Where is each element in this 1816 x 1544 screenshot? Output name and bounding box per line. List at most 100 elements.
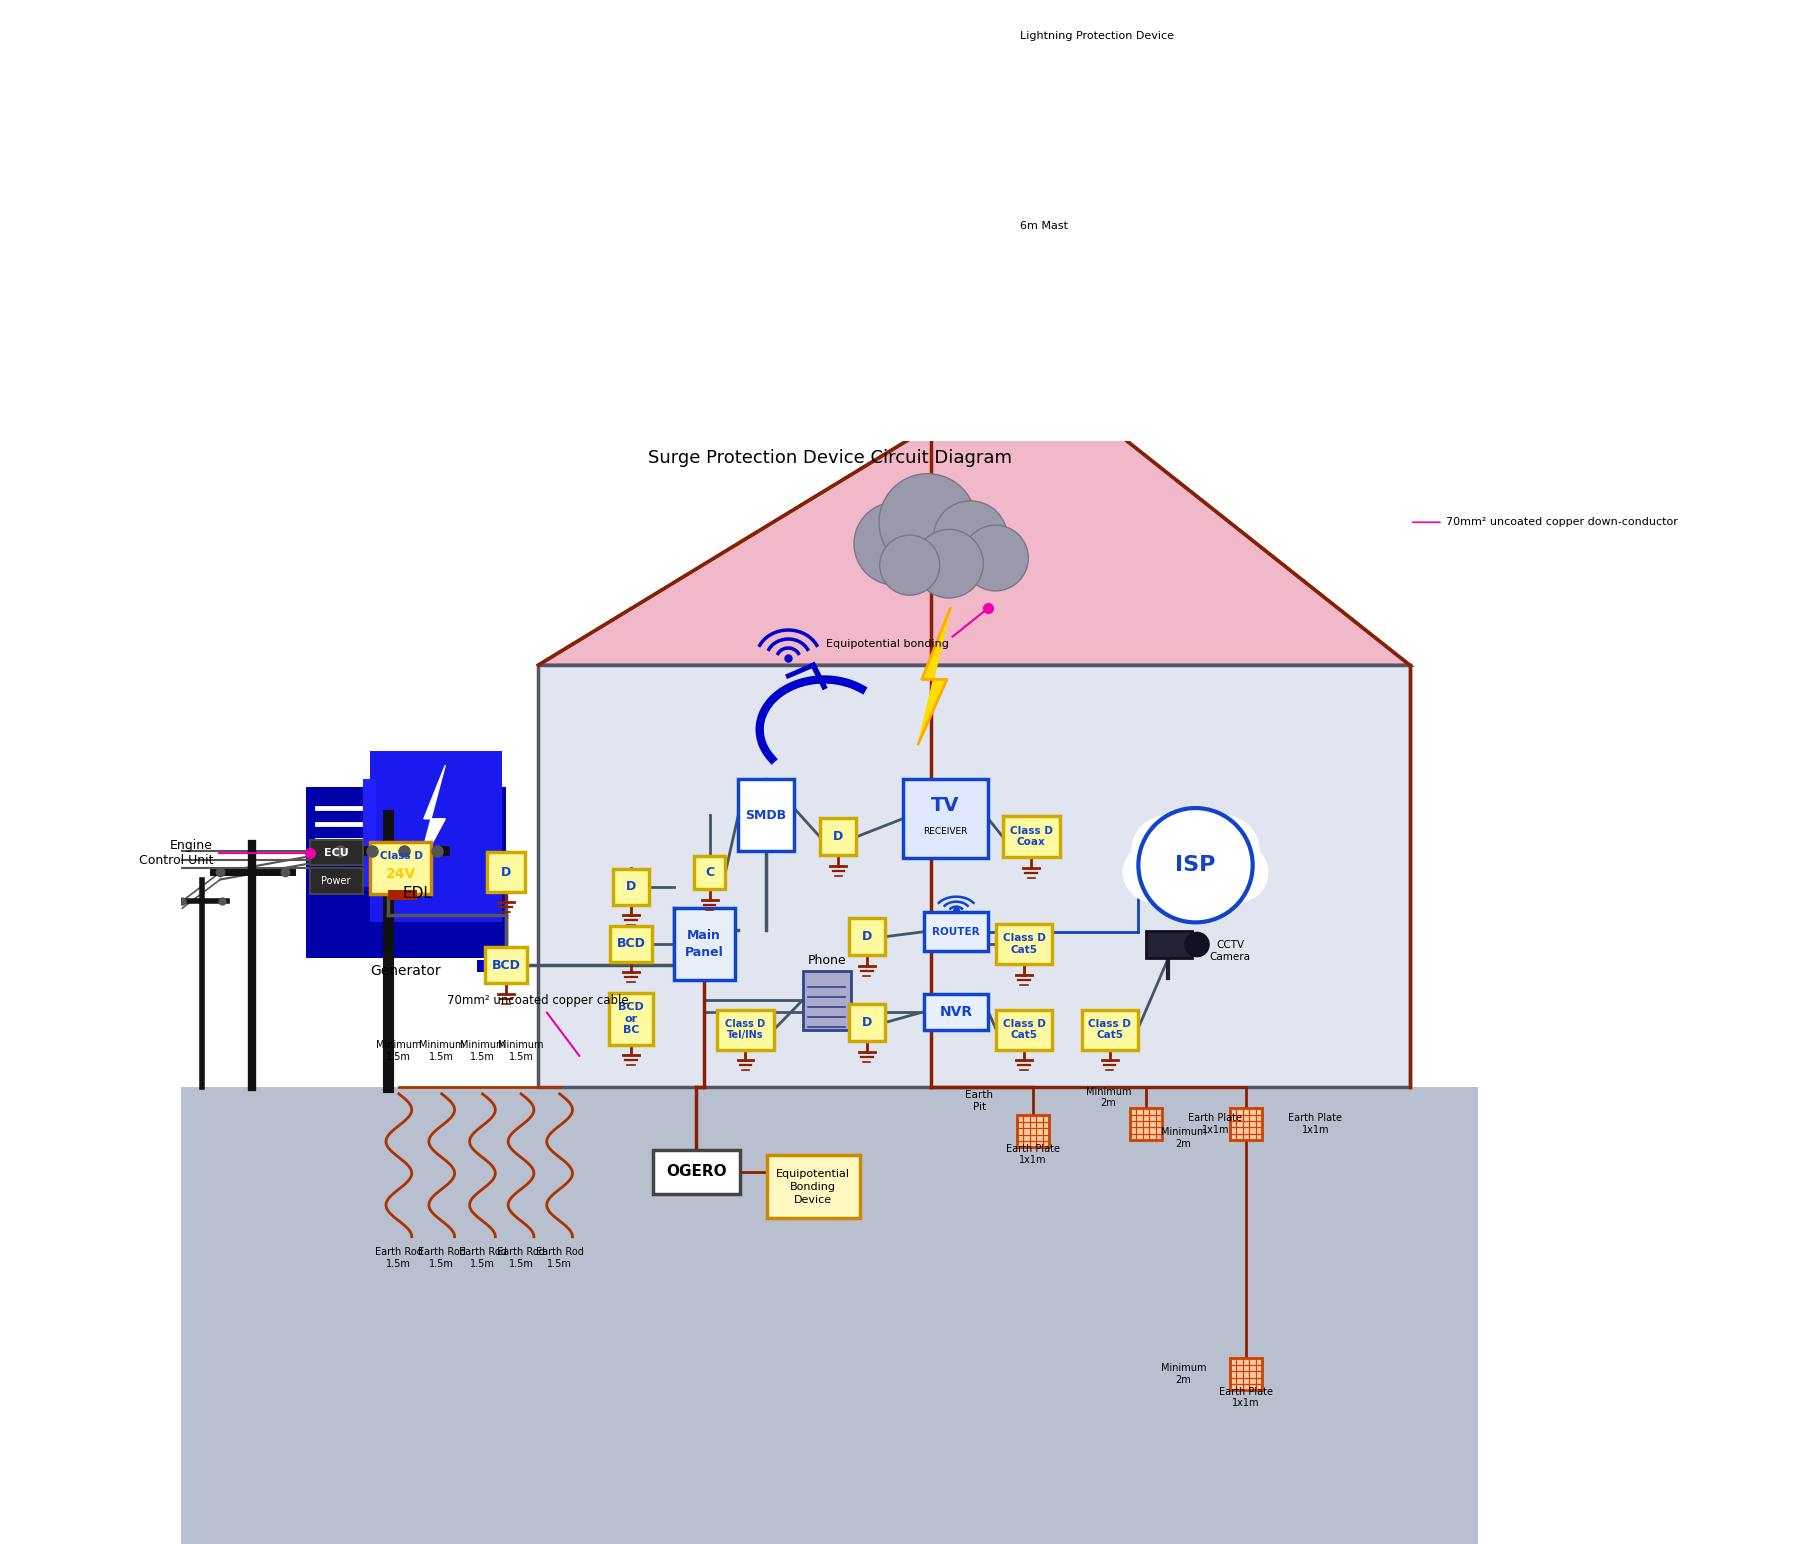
Bar xyxy=(478,959,507,973)
Text: Earth Plate
1x1m: Earth Plate 1x1m xyxy=(1288,1113,1342,1135)
Text: 70mm² uncoated copper cable: 70mm² uncoated copper cable xyxy=(447,994,628,1056)
Text: ECU: ECU xyxy=(323,848,349,858)
Text: Minimum
2m: Minimum 2m xyxy=(1160,1127,1206,1149)
Text: ISP: ISP xyxy=(1175,855,1215,875)
Text: Minimum
2m: Minimum 2m xyxy=(1086,1087,1131,1109)
Text: 70mm² uncoated copper down-conductor: 70mm² uncoated copper down-conductor xyxy=(1413,517,1678,527)
Text: Panel: Panel xyxy=(685,946,723,959)
Polygon shape xyxy=(919,608,950,744)
Text: D: D xyxy=(863,1016,872,1028)
Circle shape xyxy=(1160,848,1231,919)
Text: Equipotential bonding: Equipotential bonding xyxy=(826,639,950,648)
Text: Engine
Control Unit: Engine Control Unit xyxy=(138,838,307,868)
Text: Equipotential: Equipotential xyxy=(775,1169,850,1180)
Circle shape xyxy=(879,536,939,594)
Text: Class D: Class D xyxy=(380,851,423,862)
Bar xyxy=(1017,1115,1050,1147)
Text: Phone: Phone xyxy=(808,954,846,968)
Polygon shape xyxy=(538,364,1409,665)
Bar xyxy=(903,780,988,858)
Text: Surge Protection Device Circuit Diagram: Surge Protection Device Circuit Diagram xyxy=(648,449,1012,466)
Text: CCTV
Camera: CCTV Camera xyxy=(1209,940,1251,962)
Circle shape xyxy=(1188,815,1260,886)
Bar xyxy=(363,780,376,886)
Text: Class D
Tel/INs: Class D Tel/INs xyxy=(725,1019,766,1041)
Bar xyxy=(305,786,507,959)
Bar xyxy=(652,1150,739,1194)
Text: D: D xyxy=(863,929,872,943)
Bar xyxy=(803,971,852,1030)
Bar xyxy=(717,1010,774,1050)
Bar xyxy=(1002,815,1061,857)
Text: Earth
Pit: Earth Pit xyxy=(966,1090,993,1112)
Bar xyxy=(608,993,654,1045)
Text: Earth Plate
1x1m: Earth Plate 1x1m xyxy=(1006,1144,1059,1166)
Bar xyxy=(997,923,1051,963)
Bar xyxy=(924,911,988,951)
Bar xyxy=(182,1087,1478,1544)
Text: Minimum
1.5m: Minimum 1.5m xyxy=(459,1041,505,1062)
Circle shape xyxy=(1186,933,1208,956)
Circle shape xyxy=(1139,808,1253,922)
Text: SMDB: SMDB xyxy=(746,809,786,821)
Circle shape xyxy=(933,500,1008,576)
Bar xyxy=(924,994,988,1030)
Bar xyxy=(766,1155,859,1218)
Bar xyxy=(370,843,430,894)
Polygon shape xyxy=(416,766,445,872)
Text: Bonding: Bonding xyxy=(790,1181,835,1192)
Bar xyxy=(309,868,363,894)
Bar xyxy=(694,855,725,889)
Bar xyxy=(485,948,527,984)
Bar xyxy=(1130,1109,1162,1141)
Text: Class D
Cat5: Class D Cat5 xyxy=(1002,933,1046,954)
Text: Minimum
1.5m: Minimum 1.5m xyxy=(419,1041,465,1062)
Text: RECEIVER: RECEIVER xyxy=(923,828,968,837)
Circle shape xyxy=(1122,843,1182,902)
Text: Power: Power xyxy=(321,875,350,886)
Text: TV: TV xyxy=(932,797,959,815)
Text: D: D xyxy=(627,880,636,892)
Circle shape xyxy=(1131,815,1202,886)
Bar xyxy=(1082,1010,1137,1050)
Bar xyxy=(997,1010,1051,1050)
Text: Class D
Cat5: Class D Cat5 xyxy=(1002,1019,1046,1041)
Bar xyxy=(739,780,794,851)
Circle shape xyxy=(854,502,937,585)
Text: Device: Device xyxy=(794,1195,832,1204)
Text: Earth Rod
1.5m: Earth Rod 1.5m xyxy=(458,1248,507,1269)
Bar xyxy=(1229,1109,1262,1141)
Text: Minimum
1.5m: Minimum 1.5m xyxy=(498,1041,543,1062)
Text: EDL: EDL xyxy=(403,886,432,902)
Text: Generator: Generator xyxy=(370,963,441,977)
Text: C: C xyxy=(705,866,714,879)
Text: Earth Rod
1.5m: Earth Rod 1.5m xyxy=(498,1248,545,1269)
Circle shape xyxy=(915,530,982,598)
Text: Earth Rod
1.5m: Earth Rod 1.5m xyxy=(418,1248,465,1269)
Bar xyxy=(614,869,648,905)
Text: 24V: 24V xyxy=(385,866,416,880)
Text: Earth Plate
1x1m: Earth Plate 1x1m xyxy=(1219,1387,1273,1408)
Circle shape xyxy=(1208,843,1268,902)
Text: Class D
Coax: Class D Coax xyxy=(1010,826,1053,848)
Text: Main: Main xyxy=(686,929,721,942)
Text: Class D
Cat5: Class D Cat5 xyxy=(1088,1019,1131,1041)
Bar xyxy=(538,665,1409,1087)
Bar xyxy=(821,818,855,855)
Bar xyxy=(674,908,735,979)
Text: Earth Plate
1x1m: Earth Plate 1x1m xyxy=(1188,1113,1242,1135)
Text: Earth Rod
1.5m: Earth Rod 1.5m xyxy=(374,1248,423,1269)
Text: D: D xyxy=(834,831,843,843)
Bar xyxy=(487,852,525,892)
Text: D: D xyxy=(501,866,510,879)
Bar xyxy=(850,1004,884,1041)
Text: BCD: BCD xyxy=(617,937,645,950)
Text: Earth Rod
1.5m: Earth Rod 1.5m xyxy=(536,1248,583,1269)
Circle shape xyxy=(1151,821,1240,909)
Text: Minimum
1.5m: Minimum 1.5m xyxy=(376,1041,421,1062)
Bar xyxy=(1146,931,1191,959)
Text: Minimum
2m: Minimum 2m xyxy=(1160,1363,1206,1385)
Bar xyxy=(370,750,503,922)
Bar xyxy=(389,889,416,900)
Text: ROUTER: ROUTER xyxy=(932,926,981,937)
